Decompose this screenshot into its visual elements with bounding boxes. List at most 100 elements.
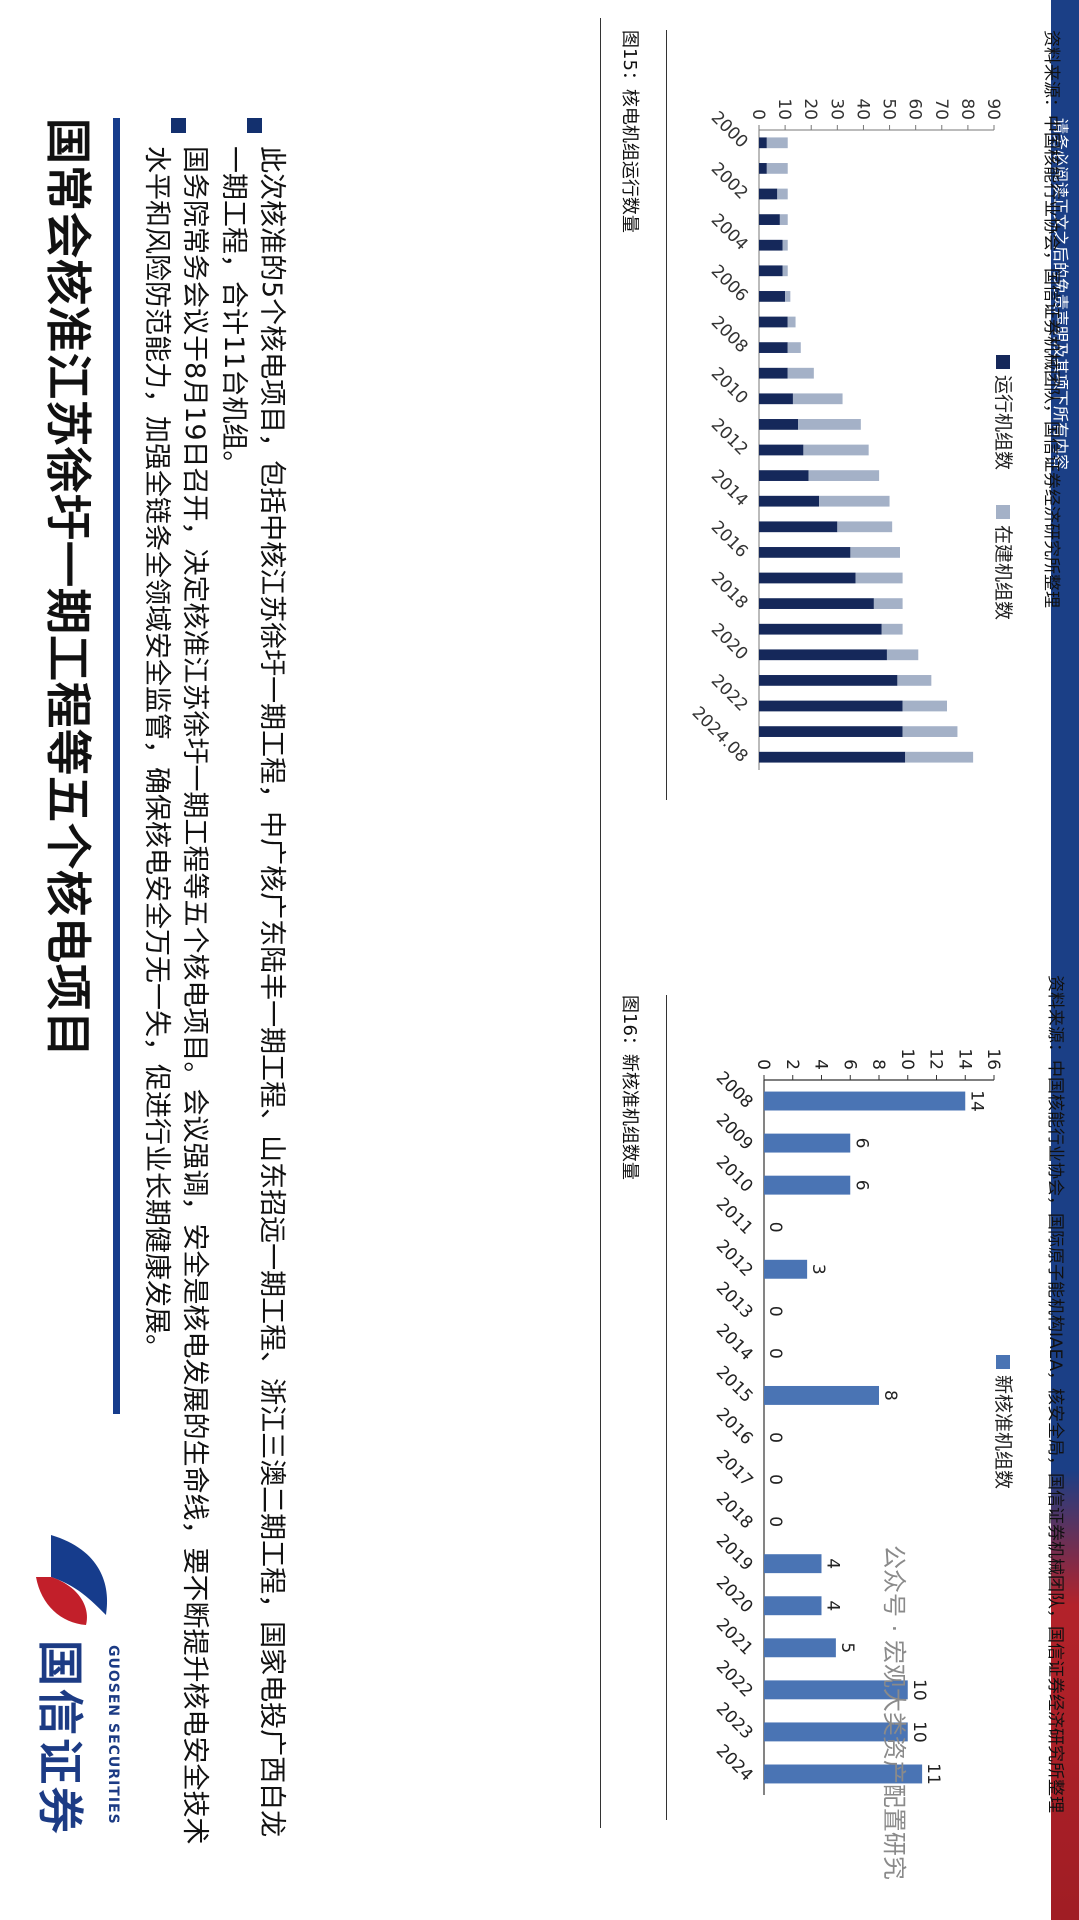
bar-在建机组数 bbox=[766, 137, 788, 149]
bar-在建机组数 bbox=[798, 419, 861, 430]
bar-在建机组数 bbox=[855, 572, 903, 584]
x-tick-label: 2024 bbox=[712, 1741, 757, 1786]
data-label: 4 bbox=[823, 1558, 843, 1569]
bar bbox=[764, 1554, 822, 1574]
y-tick-label: 60 bbox=[905, 98, 925, 120]
data-label: 4 bbox=[823, 1600, 843, 1611]
figure-16-rule bbox=[666, 995, 667, 1820]
x-tick-label: 2022 bbox=[712, 1657, 757, 1702]
chart-15: 0 10 20 30 40 50 60 70 80 90 2000 2002 2004 2006 2008 2… bbox=[688, 98, 1014, 770]
bullet-text-2: 此次核准的5个核电项目，包括中核江苏徐圩一期工程，中广核广东陆丰一期工程、山东招… bbox=[218, 146, 287, 1838]
bar bbox=[764, 1259, 808, 1279]
chart-16: 0 2 4 6 8 10 12 14 16142008620096201002011320120… bbox=[712, 1048, 1014, 1795]
y-tick-label: 10 bbox=[897, 1048, 917, 1070]
y-tick-label: 70 bbox=[931, 98, 951, 120]
legend-swatch bbox=[996, 1355, 1010, 1369]
bar-在建机组数 bbox=[782, 239, 788, 251]
y-tick-label: 30 bbox=[826, 98, 846, 120]
bar-在建机组数 bbox=[787, 367, 814, 379]
data-label: 10 bbox=[909, 1721, 929, 1743]
watermark-text: 公众号 · 宏观大类资产配置研究 bbox=[880, 1545, 908, 1880]
x-tick-label: 2011 bbox=[712, 1194, 757, 1239]
data-label: 6 bbox=[851, 1138, 871, 1149]
bar-运行机组数 bbox=[759, 598, 874, 609]
y-tick-label: 0 bbox=[753, 1059, 773, 1070]
x-tick-label: 2002 bbox=[707, 159, 752, 204]
bullet-marker bbox=[171, 118, 186, 133]
data-label: 11 bbox=[923, 1763, 943, 1785]
x-tick-label: 2012 bbox=[707, 415, 752, 460]
bar bbox=[764, 1091, 966, 1111]
y-tick-label: 8 bbox=[868, 1059, 888, 1070]
bar bbox=[764, 1638, 836, 1658]
bar-运行机组数 bbox=[759, 419, 799, 430]
bar-运行机组数 bbox=[758, 188, 778, 200]
x-tick-label: 2010 bbox=[712, 1152, 757, 1197]
bar-运行机组数 bbox=[759, 393, 793, 405]
page-title: 国常会核准江苏徐圩一期工程等五个核电项目 bbox=[41, 118, 95, 1058]
bar bbox=[764, 1175, 851, 1195]
bullet-marker bbox=[247, 118, 262, 133]
legend-label: 新核准机组数 bbox=[992, 1375, 1014, 1489]
legend-label: 在建机组数 bbox=[992, 525, 1014, 620]
bar-运行机组数 bbox=[759, 623, 882, 635]
x-tick-label: 2020 bbox=[712, 1573, 757, 1618]
bar-在建机组数 bbox=[787, 342, 801, 353]
x-tick-label: 2019 bbox=[712, 1530, 757, 1575]
y-tick-label: 4 bbox=[811, 1059, 831, 1070]
bar-运行机组数 bbox=[759, 342, 788, 353]
y-tick-label: 6 bbox=[839, 1059, 859, 1070]
data-label: 3 bbox=[808, 1264, 828, 1275]
y-tick-label: 90 bbox=[983, 98, 1003, 120]
data-label: 0 bbox=[765, 1516, 785, 1527]
bar-运行机组数 bbox=[759, 547, 851, 558]
bar-运行机组数 bbox=[759, 367, 788, 379]
y-tick-label: 40 bbox=[852, 98, 872, 120]
bar-运行机组数 bbox=[759, 726, 903, 737]
bar-运行机组数 bbox=[758, 137, 767, 149]
y-tick-label: 12 bbox=[926, 1048, 946, 1070]
x-tick-label: 2018 bbox=[712, 1488, 757, 1533]
x-tick-label: 2012 bbox=[712, 1236, 757, 1281]
y-tick-label: 20 bbox=[800, 98, 820, 120]
bar bbox=[764, 1680, 908, 1700]
figure-16-source: 资料来源：中国核能行业协会，国际原子能机构IAEA，核安全局，国信证券机械团队，… bbox=[1045, 975, 1065, 1814]
bar-在建机组数 bbox=[785, 291, 791, 302]
x-tick-label: 2016 bbox=[712, 1404, 757, 1449]
bar-运行机组数 bbox=[759, 470, 809, 481]
y-tick-label: 14 bbox=[954, 1048, 974, 1070]
figure-15-source: 资料来源：中国核能行业协会，国信证券机械团队，国信证券经济研究所整理 bbox=[1041, 30, 1061, 608]
y-tick-label: 10 bbox=[774, 98, 794, 120]
x-tick-label: 2004 bbox=[707, 210, 752, 255]
data-label: 14 bbox=[966, 1090, 986, 1112]
bar bbox=[764, 1596, 822, 1616]
data-label: 10 bbox=[909, 1679, 929, 1701]
bullet-text-1: 国务院常务会议于8月19日召开，决定核准江苏徐圩一期工程等五个核电项目。会议强调… bbox=[141, 146, 210, 1845]
bar-运行机组数 bbox=[759, 495, 820, 507]
bar-在建机组数 bbox=[787, 316, 796, 328]
bar-在建机组数 bbox=[881, 623, 903, 635]
x-tick-label: 2009 bbox=[712, 1110, 757, 1155]
x-tick-label: 2010 bbox=[707, 364, 752, 409]
x-tick-label: 2008 bbox=[707, 312, 752, 357]
x-tick-label: 2021 bbox=[712, 1615, 757, 1660]
title-underline bbox=[113, 118, 120, 1414]
data-label: 0 bbox=[765, 1222, 785, 1233]
figure-15-rule bbox=[666, 30, 667, 800]
bar-在建机组数 bbox=[897, 675, 932, 686]
x-tick-label: 2016 bbox=[707, 517, 752, 562]
bar bbox=[764, 1385, 879, 1405]
y-tick-label: 50 bbox=[879, 98, 899, 120]
bar-在建机组数 bbox=[777, 188, 788, 200]
bar-运行机组数 bbox=[758, 521, 838, 533]
data-label: 5 bbox=[837, 1642, 857, 1653]
bar-在建机组数 bbox=[902, 726, 958, 737]
brand-name-cn: 国信证券 bbox=[33, 1640, 87, 1836]
x-tick-label: 2022 bbox=[707, 671, 752, 716]
x-tick-label: 2023 bbox=[712, 1699, 757, 1744]
figure-15-title: 图15：核电机组运行数量 bbox=[619, 30, 640, 233]
bar bbox=[764, 1764, 923, 1784]
bar-运行机组数 bbox=[759, 291, 786, 302]
y-tick-label: 16 bbox=[983, 1048, 1003, 1070]
